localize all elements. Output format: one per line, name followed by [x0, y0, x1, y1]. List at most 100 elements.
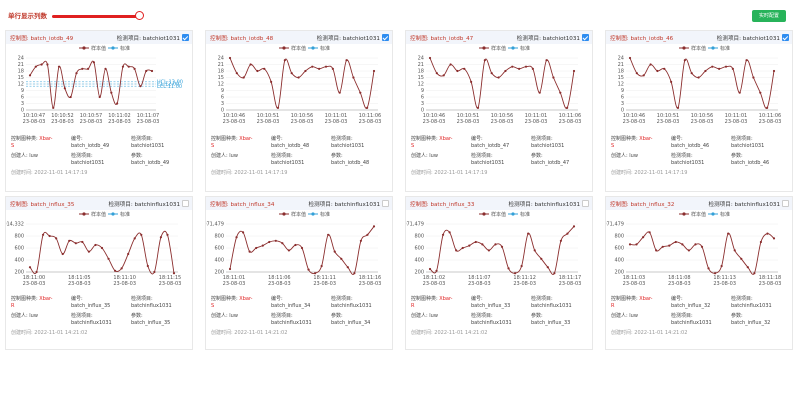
card-checkbox[interactable]: [582, 34, 589, 41]
card-checkbox[interactable]: [182, 200, 189, 207]
info-row: 控制图种类: Xbar- R 编号: batch_influx_35 检测项目: batc…: [11, 296, 191, 309]
y-tick-label: 24: [618, 56, 624, 62]
y-tick-label: 971,479: [606, 222, 624, 228]
data-point: [470, 80, 473, 83]
card-title[interactable]: 控制图: batch_iotdb_48: [210, 36, 274, 42]
data-point: [307, 268, 310, 271]
card-info: 控制图种类: Xbar- S 编号: batch_iotdb_47 检测项目: batch…: [411, 136, 591, 177]
param-value: batch_iotdb_48: [331, 159, 370, 166]
legend-sample-marker: [82, 212, 86, 216]
item2-value: batchiot1031: [471, 159, 505, 166]
data-point: [435, 72, 438, 75]
info-row: 控制图种类: Xbar- R 编号: batch_influx_33 检测项目: batc…: [411, 296, 591, 309]
param-label: 参数:: [531, 313, 543, 319]
code-field: 编号: batch_iotdb_47: [471, 136, 531, 149]
card-checkbox[interactable]: [182, 34, 189, 41]
chart-kind-field: 控制图种类: Xbar- S: [11, 136, 71, 149]
info-row: 控制图种类: Xbar- S 编号: batch_iotdb_48 检测项目: batch…: [211, 136, 391, 149]
legend-sample-label: 样本值: [91, 211, 106, 218]
y-tick-label: 12: [218, 82, 224, 88]
y-tick-label: 0: [621, 108, 624, 114]
y-tick-label: 200: [14, 270, 24, 276]
card-info: 控制图种类: Xbar- S 编号: batch_iotdb_46 检测项目: batch…: [611, 136, 791, 177]
data-point: [545, 59, 548, 62]
chart-kind-field: 控制图种类: Xbar- S: [411, 136, 471, 149]
card-checkbox[interactable]: [382, 34, 389, 41]
card-checkbox[interactable]: [782, 200, 789, 207]
data-point: [546, 266, 549, 269]
card-checkbox[interactable]: [382, 200, 389, 207]
x-tick-label: 10:11:07 23-08-03: [137, 113, 160, 125]
x-tick-label: 10:11:06 23-08-03: [559, 113, 582, 125]
param-label: 参数:: [331, 313, 343, 319]
data-point: [711, 65, 714, 68]
param-field: 参数: batch_influx_33: [531, 313, 591, 326]
card-checkbox[interactable]: [782, 34, 789, 41]
creator-field: 创建人: luw: [211, 153, 238, 159]
data-point: [641, 236, 645, 239]
chart-kind-label: 控制图种类:: [211, 136, 238, 142]
data-point: [69, 95, 72, 99]
legend-sample-label: 样本值: [291, 45, 306, 52]
y-tick-label: 971,479: [206, 222, 224, 228]
card-info: 控制图种类: Xbar- R 编号: batch_influx_32 检测项目: batc…: [611, 296, 791, 337]
card-title[interactable]: 控制图: batch_influx_32: [610, 202, 675, 208]
card-test-item: 检测项目: batchiot1031: [716, 36, 780, 42]
data-point: [649, 63, 652, 66]
data-point: [455, 249, 458, 252]
item-value: batchiot1031: [131, 142, 165, 149]
data-point: [100, 246, 104, 250]
row-count-slider[interactable]: [52, 15, 140, 18]
data-point: [681, 243, 684, 246]
x-tick-label: 18:11:12 23-08-03: [513, 275, 536, 287]
item-field: 检测项目: batchinflux1031: [531, 296, 591, 309]
card-title[interactable]: 控制图: batch_influx_34: [210, 202, 275, 208]
control-chart-card: 控制图: batch_iotdb_49 检测项目: batchiot1031 样本值…: [5, 30, 193, 192]
data-point: [524, 65, 528, 68]
legend-sample-label: 样本值: [691, 211, 706, 218]
data-point: [104, 67, 107, 70]
card-header: 控制图: batch_influx_34 检测项目: batchinflux103…: [206, 197, 392, 210]
control-chart-card: 控制图: batch_influx_34 检测项目: batchinflux103…: [205, 196, 393, 350]
x-tick-label: 18:11:06 23-08-03: [268, 275, 291, 287]
y-tick-label: 600: [214, 246, 224, 252]
y-tick-label: 200: [214, 270, 224, 276]
realtime-config-button[interactable]: 实时配置: [752, 10, 786, 22]
data-point: [753, 272, 756, 275]
line-chart: 样本值 标准 200 400 600 800 914,332 18:11:0023-08-03…: [6, 210, 194, 296]
data-point: [772, 69, 776, 73]
chart-kind-field: 控制图种类: Xbar- S: [211, 296, 271, 309]
y-tick-label: 800: [14, 234, 24, 240]
card-title[interactable]: 控制图: batch_iotdb_49: [10, 36, 74, 42]
x-tick-label: 18:11:17 23-08-03: [559, 275, 582, 287]
y-tick-label: 9: [621, 88, 624, 94]
data-point: [270, 80, 273, 83]
chart-kind-value: Xbar-: [637, 296, 653, 302]
data-point: [153, 270, 156, 274]
data-point: [566, 106, 569, 109]
data-point: [48, 234, 51, 238]
card-checkbox[interactable]: [582, 200, 589, 207]
y-tick-label: 400: [214, 258, 224, 264]
code-value: batch_influx_35: [71, 302, 111, 309]
data-point: [52, 106, 55, 109]
item2-field: 检测项目: batchinflux1031: [271, 313, 331, 326]
card-title[interactable]: 控制图: batch_influx_35: [10, 202, 75, 208]
x-tick-label: 10:10:56 23-08-03: [691, 113, 714, 125]
line-chart: 样本值 标准 200 400 600 800 971,479 18:11:0323-08-03…: [606, 210, 794, 296]
code-label: 编号:: [671, 296, 683, 302]
y-tick-label: 6: [421, 95, 424, 101]
card-title[interactable]: 控制图: batch_influx_33: [410, 202, 475, 208]
legend-sample-marker: [682, 212, 686, 216]
chart-kind-value-2: S: [211, 142, 215, 149]
card-title[interactable]: 控制图: batch_iotdb_47: [410, 36, 474, 42]
card-title[interactable]: 控制图: batch_iotdb_46: [610, 36, 674, 42]
data-point: [113, 269, 117, 272]
data-point: [256, 69, 259, 73]
slider-handle[interactable]: [135, 11, 144, 20]
data-point: [553, 272, 556, 275]
data-point: [724, 65, 728, 68]
code-label: 编号:: [471, 296, 483, 302]
y-tick-label: 9: [221, 88, 224, 94]
